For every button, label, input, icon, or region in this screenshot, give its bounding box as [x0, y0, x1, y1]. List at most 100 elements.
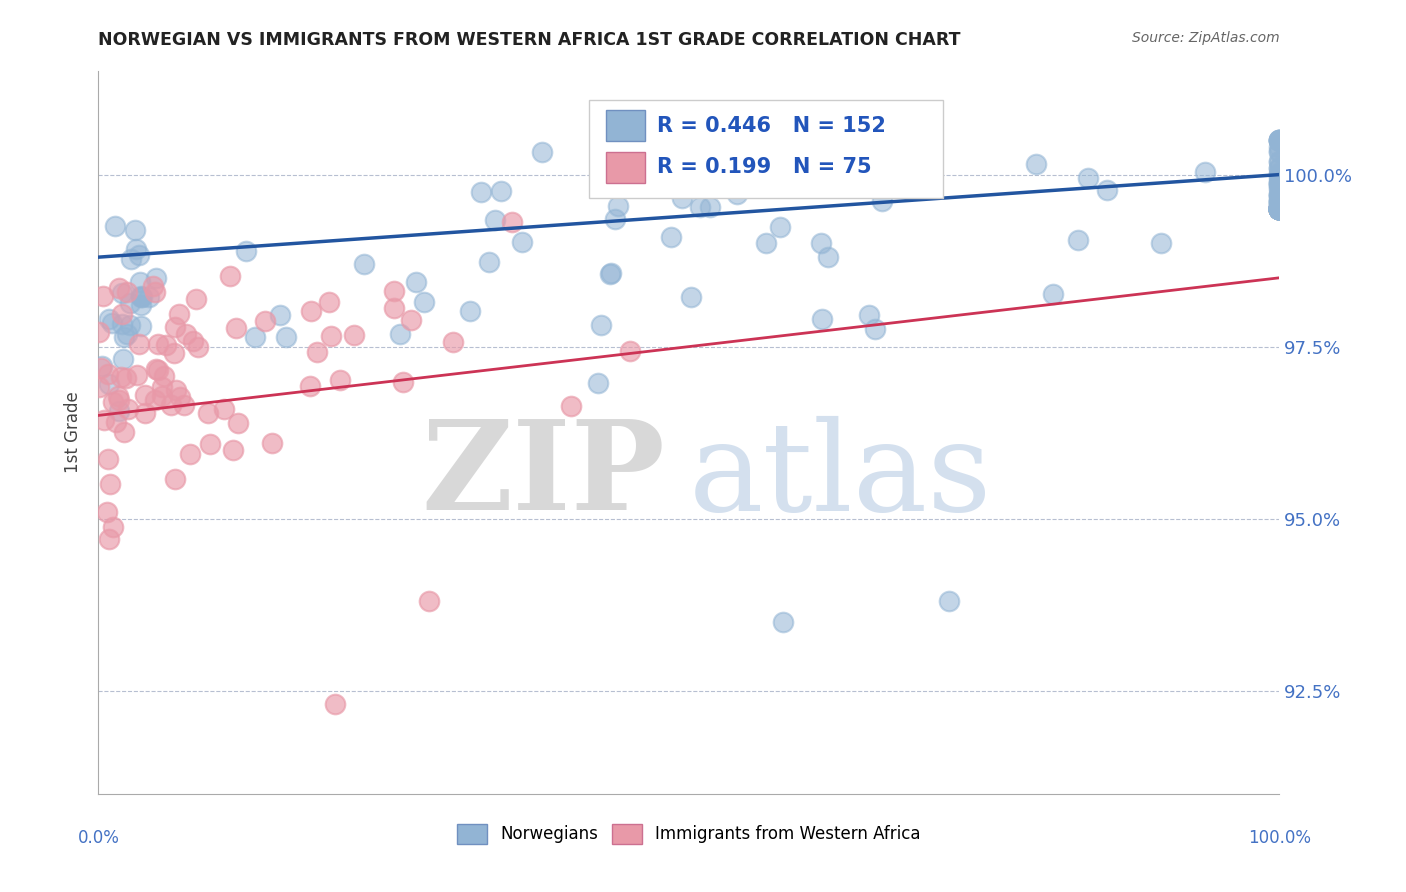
Point: [1268, 168, 1291, 182]
Text: NORWEGIAN VS IMMIGRANTS FROM WESTERN AFRICA 1ST GRADE CORRELATION CHART: NORWEGIAN VS IMMIGRANTS FROM WESTERN AFR…: [98, 31, 960, 49]
Point: [817, 251, 839, 265]
Point: [531, 145, 554, 159]
Point: [1268, 202, 1291, 216]
Point: [478, 255, 501, 269]
Point: [1268, 202, 1291, 216]
Point: [115, 370, 138, 384]
Point: [1268, 202, 1291, 216]
Point: [298, 379, 321, 393]
Point: [90, 360, 112, 375]
Point: [105, 415, 128, 429]
Point: [725, 186, 748, 201]
Point: [1268, 202, 1291, 216]
Point: [1077, 170, 1099, 185]
Point: [129, 289, 152, 303]
Point: [128, 275, 150, 289]
Point: [184, 292, 207, 306]
Point: [318, 294, 340, 309]
Point: [1268, 202, 1291, 216]
Point: [1268, 202, 1291, 216]
Point: [1268, 153, 1291, 168]
Point: [97, 452, 120, 467]
Point: [671, 191, 693, 205]
Point: [1268, 196, 1291, 211]
Point: [858, 308, 880, 322]
Point: [129, 290, 152, 304]
Point: [1268, 202, 1291, 216]
Point: [1268, 202, 1291, 216]
Point: [1268, 202, 1291, 216]
FancyBboxPatch shape: [589, 100, 943, 198]
Point: [1268, 194, 1291, 208]
Point: [484, 213, 506, 227]
Point: [112, 425, 135, 439]
Point: [187, 340, 209, 354]
Point: [1268, 133, 1291, 147]
Point: [1268, 133, 1291, 147]
Point: [599, 266, 621, 280]
Text: ZIP: ZIP: [422, 416, 665, 536]
Point: [219, 268, 242, 283]
Point: [1268, 202, 1291, 216]
Point: [1268, 202, 1291, 216]
Point: [1268, 202, 1291, 216]
Point: [1268, 202, 1291, 216]
Point: [772, 615, 794, 629]
Point: [458, 304, 481, 318]
Point: [389, 327, 412, 342]
Point: [810, 235, 832, 250]
Point: [101, 395, 124, 409]
Point: [323, 698, 346, 712]
Point: [225, 321, 247, 335]
Point: [103, 520, 125, 534]
Point: [125, 368, 148, 383]
Point: [150, 380, 173, 394]
Point: [145, 271, 167, 285]
Point: [1268, 202, 1291, 216]
Point: [212, 401, 235, 416]
Point: [607, 199, 630, 213]
Point: [87, 325, 110, 339]
Point: [1268, 202, 1291, 216]
Point: [153, 368, 176, 383]
Point: [197, 406, 219, 420]
Point: [1268, 194, 1291, 208]
Point: [165, 384, 187, 398]
Point: [392, 375, 415, 389]
Point: [1268, 202, 1291, 216]
Text: R = 0.199   N = 75: R = 0.199 N = 75: [657, 158, 872, 178]
Point: [138, 290, 160, 304]
Point: [1268, 176, 1291, 190]
Point: [131, 319, 153, 334]
Point: [262, 436, 284, 450]
Point: [619, 344, 641, 359]
Bar: [606, 153, 645, 184]
Point: [1268, 202, 1291, 216]
Point: [107, 403, 129, 417]
Point: [163, 472, 186, 486]
Point: [510, 235, 533, 249]
Point: [98, 312, 121, 326]
Point: [1268, 202, 1291, 216]
Point: [1268, 202, 1291, 216]
Point: [97, 367, 120, 381]
Point: [1268, 202, 1291, 216]
Point: [1268, 175, 1291, 189]
Point: [755, 235, 778, 250]
Point: [589, 318, 612, 333]
Point: [163, 345, 186, 359]
Point: [1268, 202, 1291, 216]
Point: [120, 252, 142, 267]
Point: [1268, 202, 1291, 216]
Point: [1268, 193, 1291, 207]
Point: [863, 321, 886, 335]
Point: [470, 185, 492, 199]
Point: [679, 290, 702, 304]
Point: [143, 392, 166, 407]
Point: [1268, 200, 1291, 214]
Point: [160, 398, 183, 412]
Point: [118, 296, 141, 310]
Y-axis label: 1st Grade: 1st Grade: [65, 392, 83, 474]
Point: [382, 301, 405, 315]
Point: [353, 257, 375, 271]
